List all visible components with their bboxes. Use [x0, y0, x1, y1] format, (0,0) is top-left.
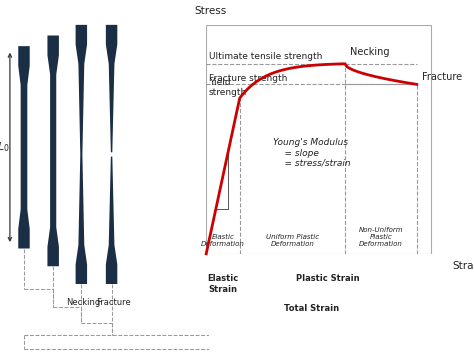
- Text: Fracture: Fracture: [422, 72, 462, 82]
- Polygon shape: [18, 46, 30, 248]
- Text: Plastic Strain: Plastic Strain: [296, 274, 360, 283]
- Text: Young's Modulus
    = slope
    = stress/strain: Young's Modulus = slope = stress/strain: [273, 138, 351, 168]
- Text: Non-Uniform
Plastic
Deformation: Non-Uniform Plastic Deformation: [359, 227, 403, 247]
- Text: Ultimate tensile strength: Ultimate tensile strength: [209, 53, 322, 61]
- Polygon shape: [47, 36, 59, 266]
- Text: Fracture strength: Fracture strength: [209, 74, 287, 83]
- Text: Stress: Stress: [194, 6, 227, 16]
- Text: $\mathit{L}_0$: $\mathit{L}_0$: [0, 141, 10, 154]
- Text: Total Strain: Total Strain: [284, 304, 339, 313]
- Text: Elastic
Deformation: Elastic Deformation: [201, 234, 245, 247]
- Polygon shape: [75, 25, 87, 284]
- Text: Necking: Necking: [66, 298, 100, 307]
- Text: Fracture: Fracture: [96, 298, 131, 307]
- Text: Necking: Necking: [350, 47, 389, 57]
- Polygon shape: [106, 25, 117, 152]
- Text: Yield
strength: Yield strength: [209, 78, 247, 97]
- Text: Strain: Strain: [453, 261, 474, 271]
- Text: Uniform Plastic
Deformation: Uniform Plastic Deformation: [266, 234, 319, 247]
- Text: Elastic
Strain: Elastic Strain: [207, 274, 238, 294]
- Polygon shape: [106, 157, 117, 284]
